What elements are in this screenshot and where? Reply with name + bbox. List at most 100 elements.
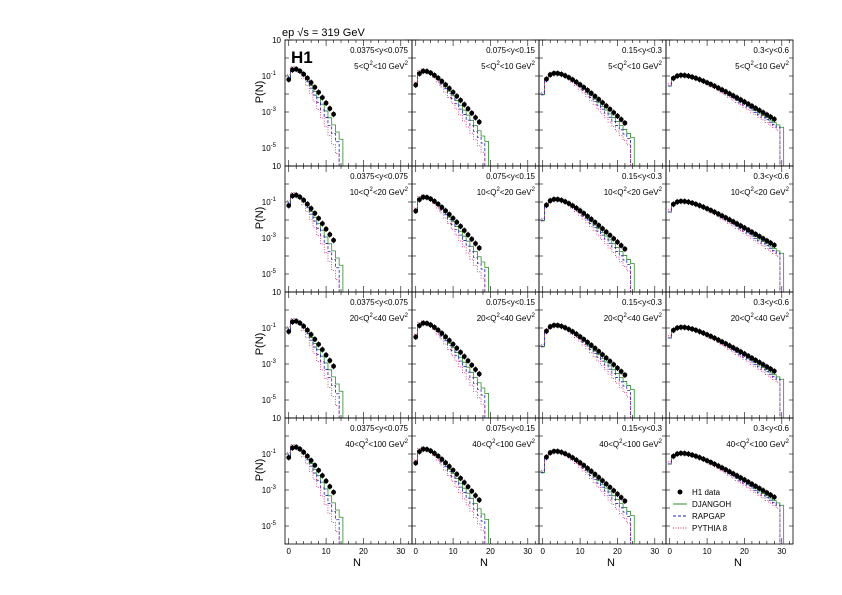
data-point [308, 80, 314, 85]
data-point [443, 334, 449, 340]
data-point [570, 329, 576, 335]
data-point [745, 101, 751, 107]
data-point [715, 211, 721, 217]
data-point [727, 217, 732, 223]
data-point [596, 349, 602, 354]
data-point [301, 197, 307, 203]
data-point [465, 106, 471, 112]
data-point [413, 208, 419, 214]
y-tick-label: 10 [272, 288, 281, 297]
data-point [454, 219, 460, 225]
data-point [768, 492, 773, 498]
panel: 10 10-1 10-3 10-5 P(N) 0.0375<y<0.075 10<Q2<20… [254, 162, 413, 293]
x-tick-label: 30 [396, 547, 405, 556]
y-tick-label: 10-1 [262, 197, 277, 207]
legend-label: RAPGAP [692, 512, 725, 521]
data-point [734, 473, 740, 479]
data-point [461, 228, 467, 233]
panel-q2-range: 20<Q2<40 GeV2 [604, 313, 663, 323]
data-point [428, 322, 434, 328]
y-tick-exponent: -3 [271, 485, 277, 491]
data-point [749, 103, 755, 109]
data-point [327, 358, 333, 363]
panel-q2-range: 10<Q2<20 GeV2 [350, 187, 409, 197]
data-point [615, 491, 620, 497]
data-point [573, 331, 579, 337]
data-point [700, 456, 706, 462]
data-point [443, 82, 449, 88]
data-point [596, 97, 602, 102]
data-point [723, 467, 729, 473]
model-histogram-pythia-8 [413, 446, 486, 544]
data-point [331, 363, 336, 369]
q2-exponent: 2 [497, 187, 501, 193]
data-point [559, 197, 564, 203]
q2-exponent: 2 [497, 61, 501, 67]
data-point [446, 463, 452, 469]
panel: 10 10-1 10-3 10-5 P(N) 0.0375<y<0.075 20<Q2<40… [254, 288, 413, 419]
data-point [693, 201, 699, 207]
data-point [607, 484, 613, 490]
data-point [742, 99, 747, 105]
panel-frame [411, 291, 540, 419]
data-point [319, 221, 325, 226]
model-histogram-pythia-8 [667, 199, 781, 292]
model-histogram-pythia-8 [540, 449, 631, 544]
panel-q2-range: 5<Q2<10 GeV2 [354, 61, 409, 71]
panel-y-range: 0.3<y<0.6 [753, 424, 789, 433]
data-point [450, 89, 456, 95]
x-tick-label: 10 [449, 547, 458, 556]
data-point [293, 318, 299, 324]
data-point [547, 324, 553, 330]
data-point [730, 219, 736, 225]
model-histogram-pythia-8 [540, 71, 631, 166]
data-point [745, 227, 751, 233]
data-point [742, 477, 747, 483]
y-tick-label: 10-1 [262, 71, 277, 81]
data-point [476, 497, 482, 503]
y-axis-label: P(N) [254, 207, 266, 230]
data-point [622, 120, 628, 126]
data-point [562, 325, 568, 331]
data-point [704, 80, 710, 86]
data-point [559, 323, 564, 329]
model-histogram-pythia-8 [540, 197, 631, 292]
data-point [331, 489, 336, 495]
data-point [764, 364, 770, 370]
data-point [473, 367, 478, 372]
data-point [600, 100, 605, 106]
data-point [323, 352, 329, 358]
data-point [290, 319, 295, 325]
data-point [730, 93, 736, 99]
data-point [727, 343, 732, 349]
y-tick-label: 10-5 [262, 143, 277, 153]
q2-exponent: 2 [532, 61, 536, 67]
q2-text: <10 GeV [500, 62, 532, 71]
data-point [555, 322, 561, 328]
data-point [592, 93, 598, 99]
data-point [715, 337, 721, 343]
data-point [286, 329, 292, 334]
data-point [312, 336, 318, 342]
data-point [671, 201, 676, 207]
data-point [618, 495, 624, 500]
data-point [588, 342, 594, 348]
data-point [435, 75, 441, 81]
x-tick-label: 10 [322, 547, 331, 556]
h1-logo: H1 [291, 48, 313, 67]
data-point [450, 467, 456, 473]
data-point [760, 236, 766, 241]
data-point [674, 325, 680, 331]
data-point [319, 347, 325, 352]
y-tick-label: 10 [272, 414, 281, 423]
data-point [570, 455, 576, 461]
panel: 0.075<y<0.15 20<Q2<40 GeV2 [411, 291, 540, 419]
x-axis-label: N [480, 557, 488, 569]
data-point [745, 479, 751, 485]
panel-q2-range: 10<Q2<20 GeV2 [731, 187, 790, 197]
figure-header: ep √s = 319 GeV [282, 27, 365, 39]
data-point [693, 75, 699, 81]
panel: 0.15<y<0.3 10<Q2<20 GeV2 [538, 165, 667, 293]
data-point [615, 239, 620, 245]
q2-exponent: 2 [624, 61, 628, 67]
